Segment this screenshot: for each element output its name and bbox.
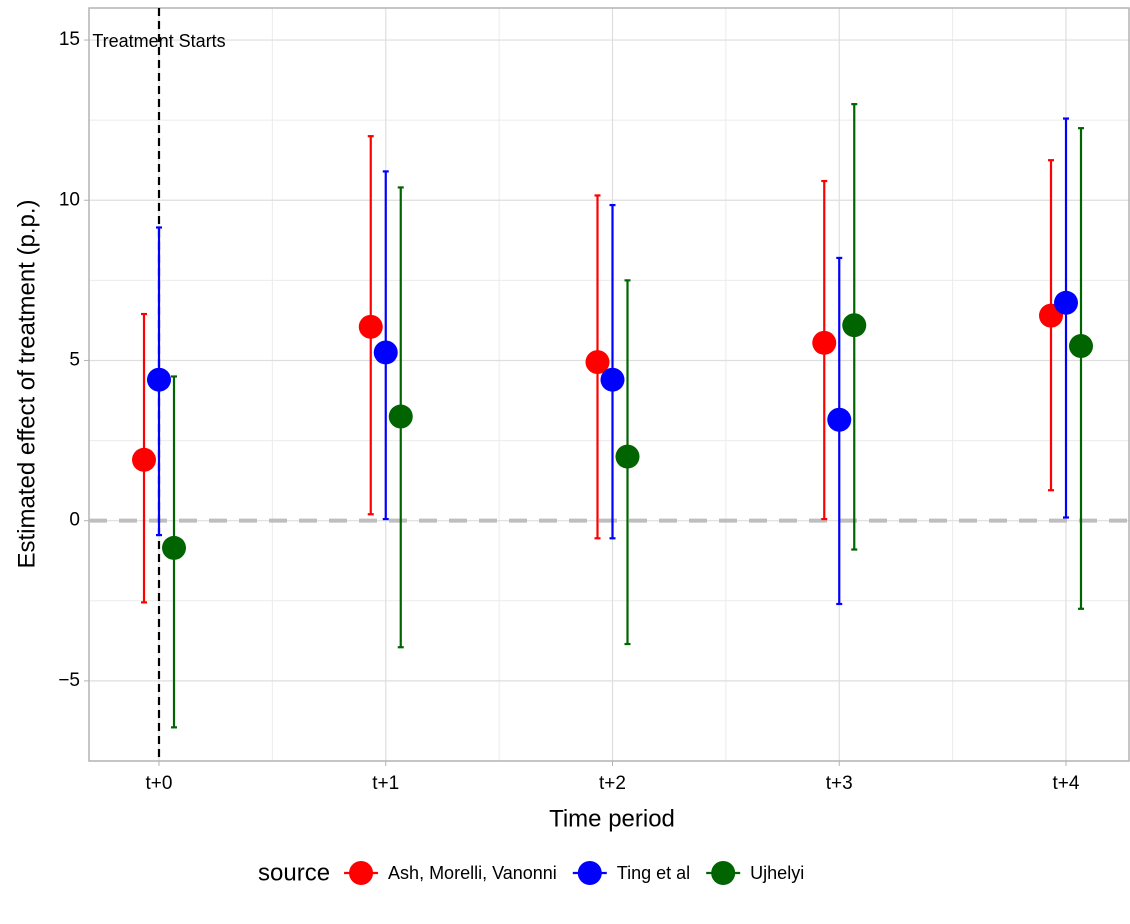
point bbox=[147, 367, 171, 392]
y-tick-label: 15 bbox=[59, 29, 80, 50]
y-tick-label: −5 bbox=[58, 670, 80, 691]
point bbox=[842, 313, 867, 338]
point bbox=[1069, 334, 1093, 359]
legend-label: Ting et al bbox=[617, 863, 690, 883]
legend-title: source bbox=[258, 859, 330, 886]
x-tick-label: t+1 bbox=[372, 773, 399, 794]
point bbox=[1054, 290, 1078, 315]
point bbox=[373, 340, 398, 365]
x-tick-label: t+0 bbox=[146, 773, 173, 794]
point bbox=[615, 444, 640, 469]
annotation: Treatment Starts bbox=[92, 31, 225, 51]
y-axis-title: Estimated effect of treatment (p.p.) bbox=[13, 199, 40, 568]
point bbox=[388, 404, 413, 429]
legend-key bbox=[711, 861, 736, 885]
x-tick-label: t+3 bbox=[826, 773, 853, 794]
point bbox=[132, 447, 156, 472]
y-tick-label: 10 bbox=[59, 189, 80, 210]
point bbox=[827, 407, 852, 432]
legend-label: Ujhelyi bbox=[750, 863, 804, 883]
x-tick-label: t+4 bbox=[1053, 773, 1080, 794]
point bbox=[812, 330, 837, 355]
point bbox=[600, 367, 625, 392]
error-bar bbox=[1063, 117, 1069, 519]
point bbox=[585, 350, 610, 375]
legend-key bbox=[577, 861, 602, 885]
point bbox=[162, 535, 186, 560]
panel-border bbox=[88, 7, 1130, 762]
x-tick-label: t+2 bbox=[599, 773, 626, 794]
legend-key bbox=[349, 861, 374, 885]
error-bar bbox=[1078, 127, 1084, 610]
point bbox=[358, 314, 383, 339]
y-tick-label: 5 bbox=[69, 349, 80, 370]
y-tick-label: 0 bbox=[69, 510, 80, 531]
x-axis-title: Time period bbox=[549, 805, 675, 832]
legend-label: Ash, Morelli, Vanonni bbox=[388, 863, 557, 883]
